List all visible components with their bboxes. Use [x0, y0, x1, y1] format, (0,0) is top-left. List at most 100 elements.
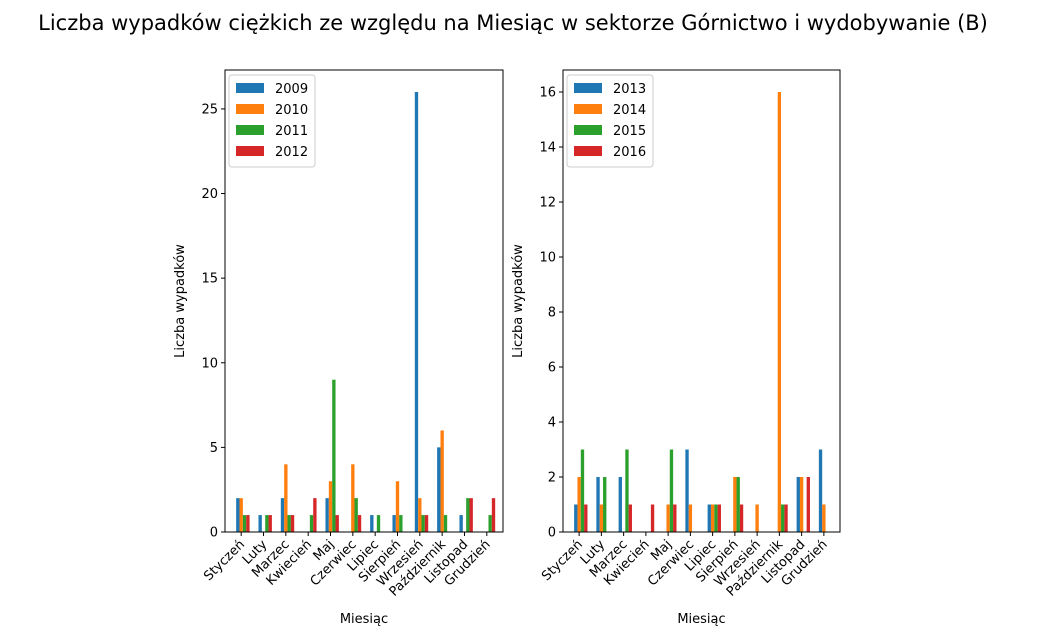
x-axis-label: Miesiąc — [677, 612, 725, 627]
y-axis-label: Liczba wypadków — [511, 244, 526, 358]
bar-2013-Lipiec — [707, 504, 711, 532]
bar-2014-Grudzień — [822, 504, 826, 532]
bar-2011-Wrzesień — [421, 515, 425, 532]
bar-2012-Maj — [335, 515, 339, 532]
legend-label-2011: 2011 — [275, 124, 308, 139]
bar-2013-Grudzień — [818, 449, 823, 532]
legend-swatch-2014 — [574, 104, 602, 114]
legend-box — [566, 74, 654, 168]
bar-2014-Październik — [777, 92, 782, 532]
legend: 2013 2014 2015 2016 — [566, 74, 654, 168]
bar-2011-Luty — [265, 515, 269, 532]
bar-2011-Marzec — [287, 515, 291, 532]
legend-label-2015: 2015 — [613, 124, 646, 139]
legend-label-2010: 2010 — [275, 103, 308, 118]
legend-label-2009: 2009 — [275, 82, 308, 97]
bar-2015-Maj — [669, 449, 674, 532]
chart-right: 0246810121416StyczeńLutyMarzecKwiecieńMa… — [511, 69, 841, 627]
bar-2009-Listopad — [459, 515, 463, 532]
bar-2009-Luty — [258, 515, 262, 532]
y-tick-label: 20 — [201, 187, 218, 202]
y-tick-label: 14 — [539, 141, 556, 156]
legend-swatch-2012 — [236, 146, 264, 156]
legend-swatch-2010 — [236, 104, 264, 114]
bar-2010-Maj — [328, 481, 333, 532]
legend: 2009 2010 2011 2012 — [228, 74, 316, 168]
bar-2013-Marzec — [618, 477, 622, 532]
bar-2012-Luty — [268, 515, 272, 532]
bar-2012-Kwiecień — [313, 498, 317, 532]
legend-box — [228, 74, 316, 168]
y-tick-label: 0 — [548, 526, 556, 541]
bar-2014-Maj — [666, 504, 670, 532]
bar-2010-Wrzesień — [418, 498, 422, 532]
bar-2015-Sierpień — [736, 477, 740, 532]
bar-2014-Czerwiec — [688, 504, 693, 532]
bar-2015-Styczeń — [580, 449, 585, 532]
x-tick-label: Styczeń — [539, 537, 586, 584]
bar-2014-Sierpień — [733, 477, 737, 532]
bar-2015-Luty — [603, 477, 607, 532]
bar-2010-Październik — [440, 430, 444, 532]
bar-2015-Lipiec — [714, 504, 718, 532]
bar-2009-Marzec — [280, 498, 285, 532]
legend-swatch-2011 — [236, 125, 264, 135]
bar-2013-Styczeń — [574, 504, 578, 532]
bar-2013-Czerwiec — [685, 449, 689, 532]
bar-2010-Marzec — [284, 464, 288, 532]
bar-2016-Październik — [784, 504, 788, 532]
legend-swatch-2009 — [236, 83, 264, 93]
y-tick-label: 0 — [210, 526, 218, 541]
chart-left: 0510152025StyczeńLutyMarzecKwiecieńMajCz… — [173, 69, 504, 627]
bar-2012-Wrzesień — [424, 515, 429, 532]
bar-2011-Czerwiec — [354, 498, 358, 532]
axes-frame — [224, 69, 504, 533]
bar-2015-Marzec — [625, 449, 629, 532]
y-tick-label: 12 — [539, 196, 556, 211]
bar-2016-Lipiec — [717, 504, 721, 532]
bar-2011-Grudzień — [488, 515, 492, 532]
bar-2013-Listopad — [796, 477, 800, 532]
bar-2010-Sierpień — [395, 481, 400, 532]
bar-2011-Lipiec — [376, 515, 381, 532]
y-tick-label: 15 — [201, 272, 218, 287]
bar-2011-Październik — [443, 515, 448, 532]
y-tick-label: 10 — [201, 356, 218, 371]
y-axis-label: Liczba wypadków — [173, 244, 188, 358]
legend-swatch-2016 — [574, 146, 602, 156]
bar-2011-Styczeń — [242, 515, 247, 532]
bar-2012-Grudzień — [491, 498, 496, 532]
axes-frame — [562, 69, 841, 533]
y-tick-label: 4 — [548, 416, 556, 431]
bar-2016-Kwiecień — [650, 504, 655, 532]
bar-2013-Luty — [596, 477, 600, 532]
bar-2012-Listopad — [469, 498, 473, 532]
bar-2014-Lipiec — [710, 504, 715, 532]
legend-swatch-2015 — [574, 125, 602, 135]
legend-swatch-2013 — [574, 83, 602, 93]
bar-2011-Maj — [332, 379, 336, 532]
bar-2014-Listopad — [799, 477, 804, 532]
bar-2012-Marzec — [290, 515, 295, 532]
bar-2009-Maj — [325, 498, 329, 532]
bar-2009-Wrzesień — [414, 92, 419, 532]
bar-2016-Maj — [673, 504, 677, 532]
bar-2009-Październik — [437, 447, 441, 532]
figure-title: Liczba wypadków ciężkich ze względu na M… — [38, 11, 988, 35]
y-tick-label: 2 — [548, 471, 556, 486]
y-tick-label: 6 — [548, 361, 556, 376]
bar-2009-Styczeń — [236, 498, 240, 532]
bar-2015-Październik — [781, 504, 785, 532]
y-tick-label: 16 — [539, 86, 556, 101]
bar-2012-Styczeń — [246, 515, 250, 532]
legend-label-2013: 2013 — [613, 82, 646, 97]
x-tick-label: Styczeń — [201, 537, 248, 584]
legend-label-2012: 2012 — [275, 145, 308, 160]
bar-2016-Styczeń — [584, 504, 588, 532]
bar-2014-Styczeń — [577, 477, 581, 532]
bar-2010-Styczeń — [239, 498, 243, 532]
bar-2016-Sierpień — [739, 504, 744, 532]
bar-2016-Listopad — [806, 477, 810, 532]
y-tick-label: 25 — [201, 102, 218, 117]
